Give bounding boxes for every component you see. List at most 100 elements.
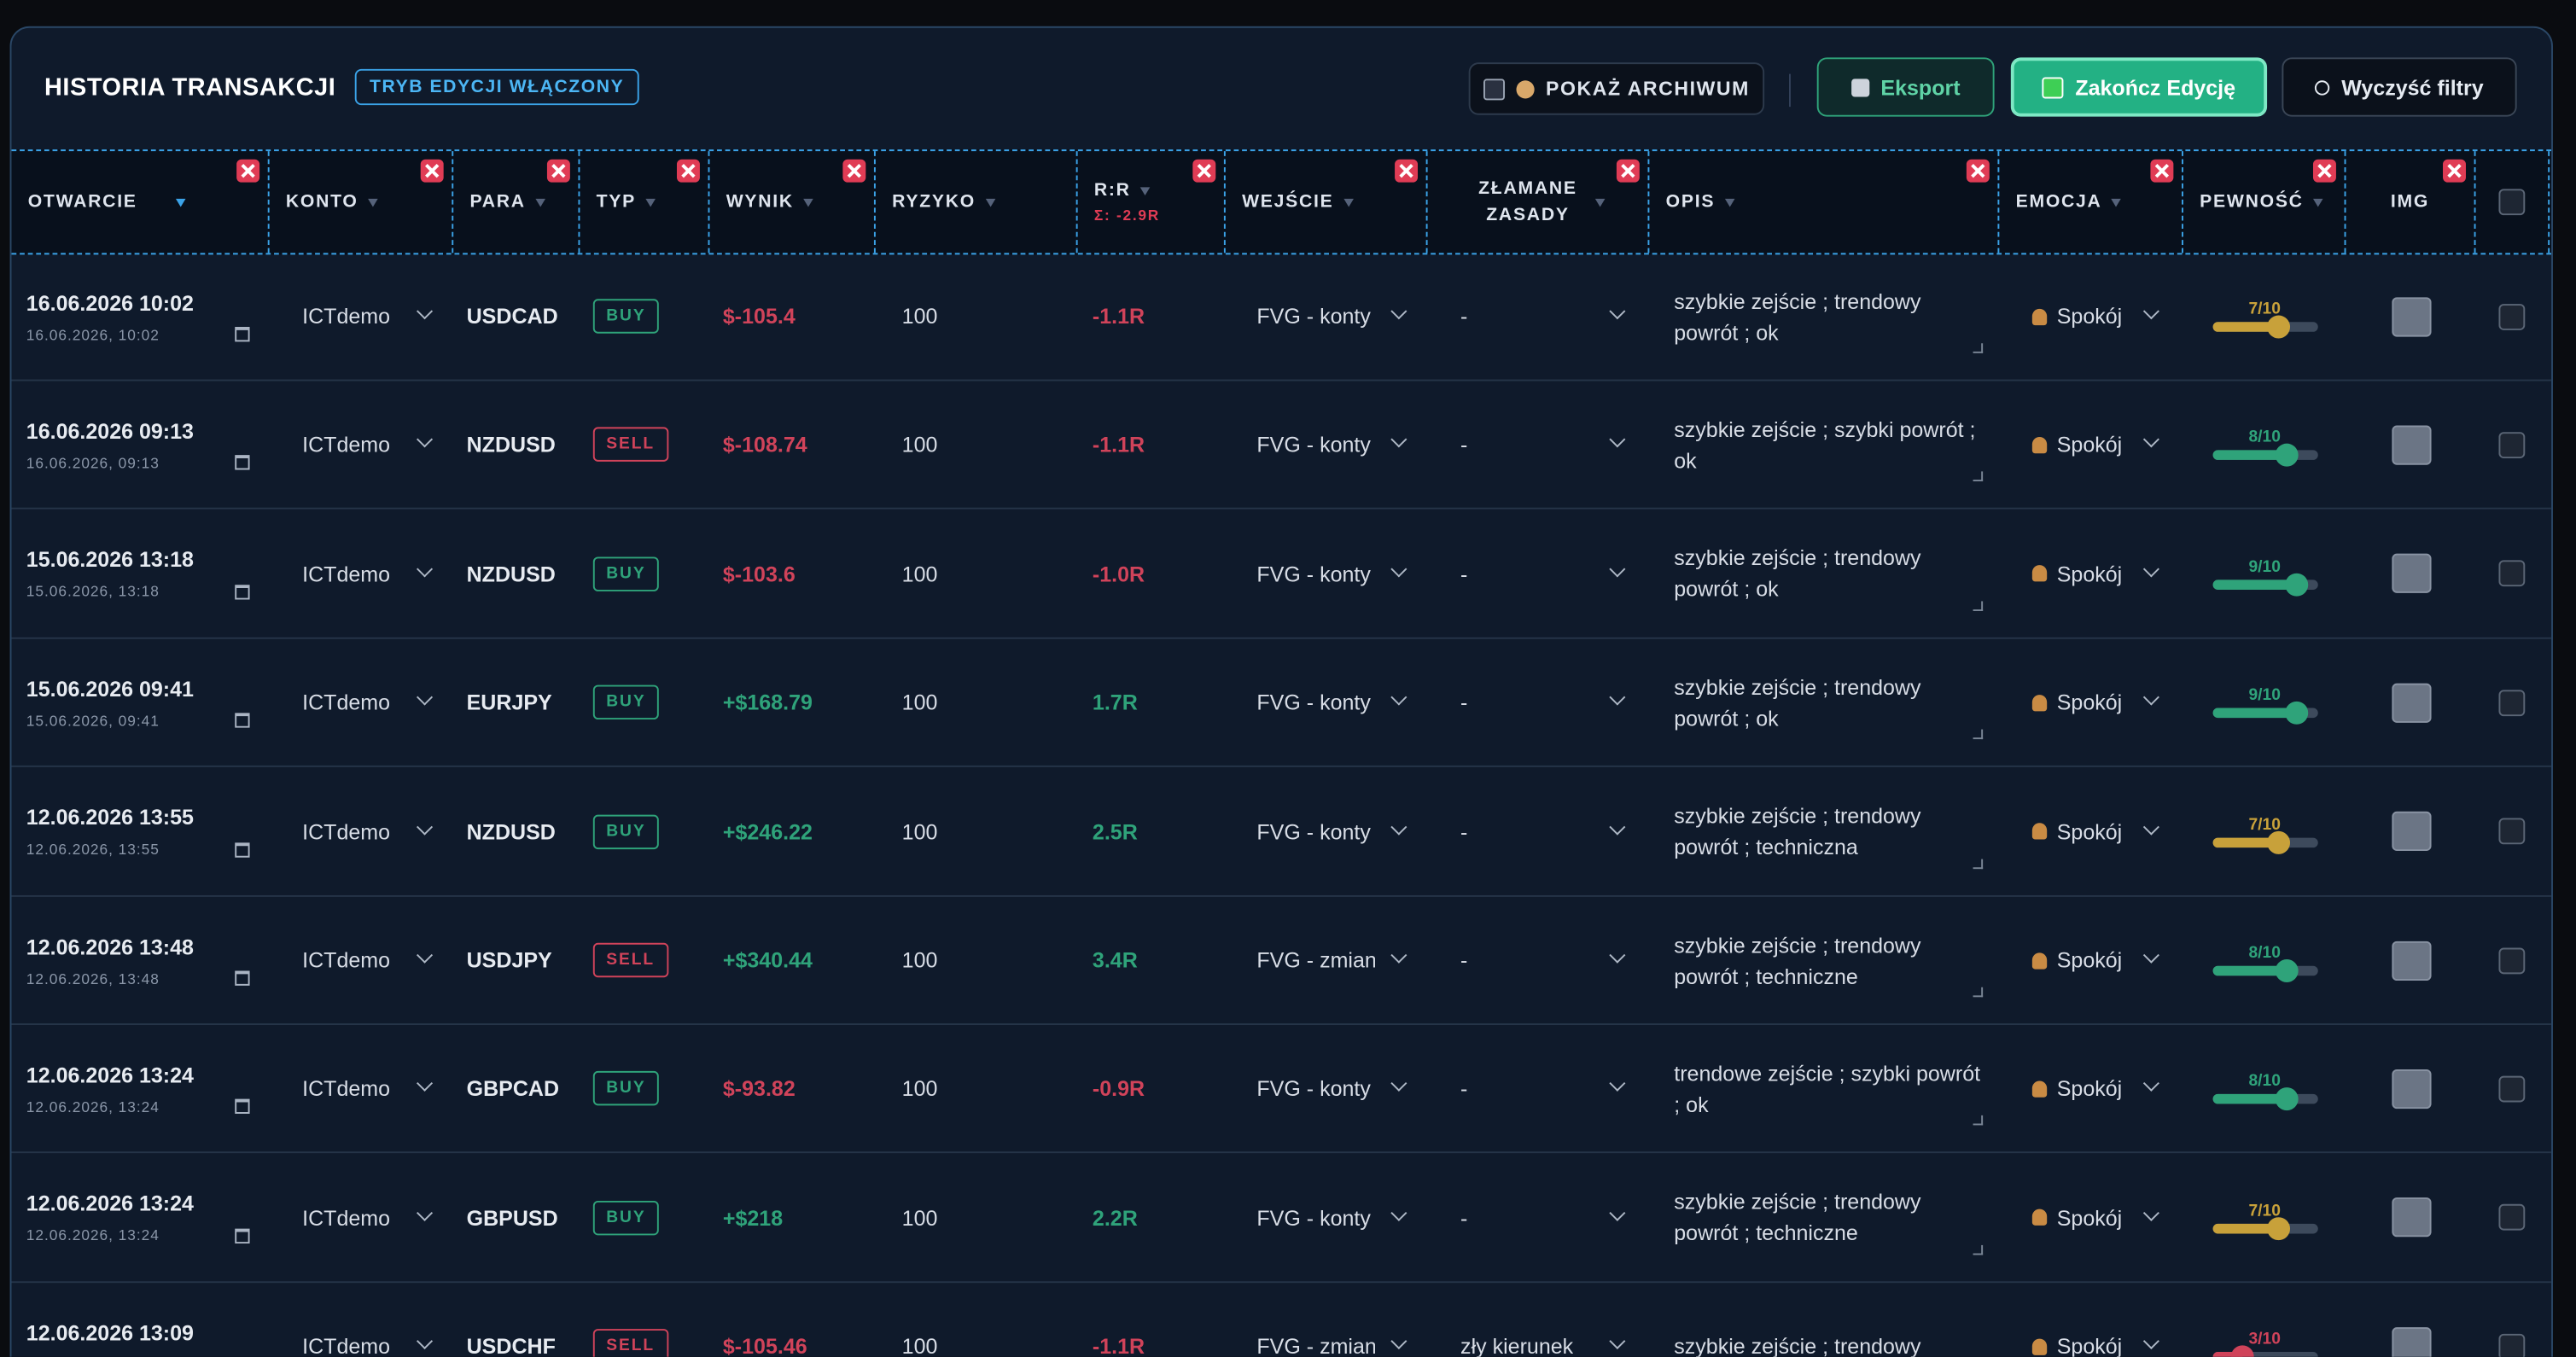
finish-button[interactable]: Zakończ Edycję: [2010, 57, 2268, 117]
broken-rules-cell[interactable]: -: [1428, 1026, 1650, 1152]
column-header[interactable]: KONTO: [270, 151, 454, 253]
broken-rules-cell[interactable]: -: [1428, 639, 1650, 766]
remove-column[interactable]: [546, 159, 570, 183]
emotion-cell[interactable]: Spokój: [1999, 381, 2183, 508]
description-cell[interactable]: szybkie zejście ; trendowy powrót ; tech…: [1649, 768, 1999, 894]
confidence-slider[interactable]: [2212, 444, 2317, 468]
checkbox[interactable]: [2498, 560, 2526, 587]
calendar-icon[interactable]: [235, 455, 250, 471]
checkbox[interactable]: [2498, 1075, 2526, 1103]
confidence-slider[interactable]: [2212, 315, 2317, 339]
broken-rules-cell[interactable]: -: [1428, 510, 1650, 637]
description-cell[interactable]: szybkie zejście ; trendowy powrót ; tech…: [1649, 897, 1999, 1023]
confidence-slider[interactable]: [2212, 959, 2317, 982]
column-header[interactable]: WYNIK: [709, 151, 876, 253]
column-header[interactable]: PARA: [453, 151, 580, 253]
thumbnail[interactable]: [2392, 1197, 2432, 1238]
broken-rules-cell[interactable]: -: [1428, 1155, 1650, 1281]
calendar-icon[interactable]: [235, 713, 250, 729]
description-cell[interactable]: szybkie zejście ; trendowy powrót ; ok: [1649, 639, 1999, 766]
emotion-cell[interactable]: Spokój: [1999, 253, 2183, 379]
thumbnail[interactable]: [2392, 296, 2432, 336]
remove-column[interactable]: [1966, 159, 1990, 183]
calendar-icon[interactable]: [235, 1228, 250, 1243]
entry-cell[interactable]: FVG - konty: [1226, 1026, 1428, 1152]
remove-column[interactable]: [2312, 159, 2336, 183]
broken-rules-cell[interactable]: -: [1428, 768, 1650, 894]
checkbox[interactable]: [2498, 1204, 2526, 1232]
column-header[interactable]: OTWARCIE: [11, 151, 270, 253]
column-header[interactable]: EMOCJA: [1999, 151, 2183, 253]
calendar-icon[interactable]: [235, 842, 250, 857]
account-cell[interactable]: ICTdemo: [270, 381, 454, 508]
select-all[interactable]: [2476, 151, 2550, 253]
entry-cell[interactable]: FVG - konty: [1226, 1155, 1428, 1281]
account-cell[interactable]: ICTdemo: [270, 639, 454, 766]
archive-button[interactable]: POKAŻ ARCHIWUM: [1468, 62, 1765, 115]
thumbnail[interactable]: [2392, 940, 2432, 981]
remove-column[interactable]: [2150, 159, 2174, 183]
export-button[interactable]: Eksport: [1816, 57, 1995, 117]
clear-filters-button[interactable]: Wyczyść filtry: [2282, 57, 2517, 117]
calendar-icon[interactable]: [235, 584, 250, 600]
checkbox[interactable]: [2498, 431, 2526, 458]
account-cell[interactable]: ICTdemo: [270, 253, 454, 379]
calendar-icon[interactable]: [235, 970, 250, 986]
remove-column[interactable]: [842, 159, 866, 183]
column-header[interactable]: PEWNOŚĆ: [2183, 151, 2346, 253]
description-cell[interactable]: szybkie zejście ; trendowy powrót ; ok: [1649, 510, 1999, 637]
entry-cell[interactable]: FVG - konty: [1226, 253, 1428, 379]
confidence-slider[interactable]: [2212, 1216, 2317, 1240]
column-header[interactable]: WEJŚCIE: [1226, 151, 1428, 253]
emotion-cell[interactable]: Spokój: [1999, 768, 2183, 894]
description-cell[interactable]: trendowe zejście ; szybki powrót ; ok: [1649, 1026, 1999, 1152]
confidence-slider[interactable]: [2212, 702, 2317, 725]
broken-rules-cell[interactable]: zły kierunek: [1428, 1284, 1650, 1357]
confidence-slider[interactable]: [2212, 830, 2317, 854]
thumbnail[interactable]: [2392, 683, 2432, 723]
column-header[interactable]: TYP: [580, 151, 710, 253]
account-cell[interactable]: ICTdemo: [270, 510, 454, 637]
emotion-cell[interactable]: Spokój: [1999, 639, 2183, 766]
column-header[interactable]: OPIS: [1649, 151, 2000, 253]
confidence-slider[interactable]: [2212, 1087, 2317, 1111]
account-cell[interactable]: ICTdemo: [270, 897, 454, 1023]
account-cell[interactable]: ICTdemo: [270, 768, 454, 894]
checkbox[interactable]: [2498, 946, 2526, 974]
description-cell[interactable]: szybkie zejście ; trendowy powrót ; ok: [1649, 253, 1999, 379]
entry-cell[interactable]: FVG - zmian: [1226, 1284, 1428, 1357]
confidence-slider[interactable]: [2212, 1345, 2317, 1357]
entry-cell[interactable]: FVG - konty: [1226, 510, 1428, 637]
emotion-cell[interactable]: Spokój: [1999, 1284, 2183, 1357]
entry-cell[interactable]: FVG - konty: [1226, 381, 1428, 508]
column-header[interactable]: ZŁAMANE ZASADY: [1428, 151, 1650, 253]
checkbox[interactable]: [2498, 1333, 2526, 1357]
broken-rules-cell[interactable]: -: [1428, 897, 1650, 1023]
description-cell[interactable]: szybkie zejście ; szybki powrót ; ok: [1649, 381, 1999, 508]
calendar-icon[interactable]: [235, 1099, 250, 1115]
confidence-slider[interactable]: [2212, 573, 2317, 597]
calendar-icon[interactable]: [235, 327, 250, 342]
thumbnail[interactable]: [2392, 1326, 2432, 1357]
emotion-cell[interactable]: Spokój: [1999, 897, 2183, 1023]
account-cell[interactable]: ICTdemo: [270, 1026, 454, 1152]
broken-rules-cell[interactable]: -: [1428, 381, 1650, 508]
broken-rules-cell[interactable]: -: [1428, 253, 1650, 379]
remove-column[interactable]: [676, 159, 700, 183]
entry-cell[interactable]: FVG - konty: [1226, 639, 1428, 766]
checkbox[interactable]: [2498, 689, 2526, 716]
remove-column[interactable]: [1192, 159, 1216, 183]
emotion-cell[interactable]: Spokój: [1999, 510, 2183, 637]
emotion-cell[interactable]: Spokój: [1999, 1026, 2183, 1152]
account-cell[interactable]: ICTdemo: [270, 1284, 454, 1357]
column-header[interactable]: RYZYKO: [876, 151, 1078, 253]
remove-column[interactable]: [2443, 159, 2466, 183]
remove-column[interactable]: [420, 159, 444, 183]
checkbox[interactable]: [2498, 189, 2526, 216]
thumbnail[interactable]: [2392, 1069, 2432, 1109]
column-header[interactable]: IMG: [2346, 151, 2476, 253]
thumbnail[interactable]: [2392, 425, 2432, 465]
checkbox[interactable]: [2498, 303, 2526, 329]
entry-cell[interactable]: FVG - konty: [1226, 768, 1428, 894]
thumbnail[interactable]: [2392, 811, 2432, 852]
